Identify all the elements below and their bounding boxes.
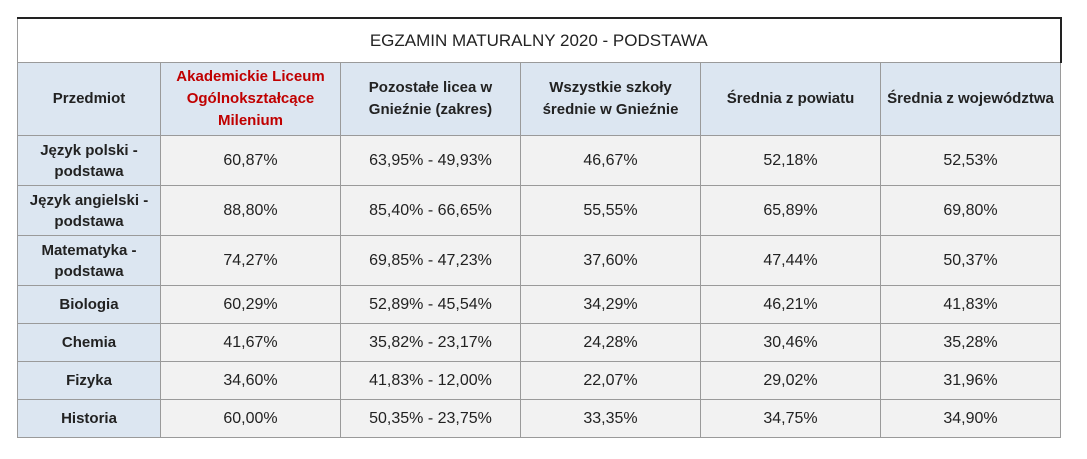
subject-cell: Język polski - podstawa — [17, 135, 161, 186]
value-cell: 55,55% — [520, 185, 701, 236]
value-cell: 22,07% — [520, 361, 701, 400]
value-cell: 85,40% - 66,65% — [340, 185, 521, 236]
value-cell: 34,29% — [520, 285, 701, 324]
header-cell: Przedmiot — [17, 62, 161, 136]
value-cell: 60,29% — [160, 285, 341, 324]
value-cell: 52,18% — [700, 135, 881, 186]
subject-cell: Język angielski - podstawa — [17, 185, 161, 236]
data-row: Język polski - podstawa 60,87% 63,95% - 49… — [17, 135, 1062, 186]
data-row: Historia 60,00% 50,35% - 23,75% 33,35% 34,75… — [17, 399, 1062, 438]
data-row: Biologia 60,29% 52,89% - 45,54% 34,29% 46,21… — [17, 285, 1062, 324]
data-row: Matematyka - podstawa 74,27% 69,85% - 47,2… — [17, 235, 1062, 286]
value-cell: 63,95% - 49,93% — [340, 135, 521, 186]
value-cell: 24,28% — [520, 323, 701, 362]
data-row: Fizyka 34,60% 41,83% - 12,00% 22,07% 29,02% 3… — [17, 361, 1062, 400]
value-cell: 34,60% — [160, 361, 341, 400]
value-cell: 30,46% — [700, 323, 881, 362]
subject-cell: Fizyka — [17, 361, 161, 400]
value-cell: 41,67% — [160, 323, 341, 362]
value-cell: 34,75% — [700, 399, 881, 438]
value-cell: 52,53% — [879, 135, 1062, 186]
value-cell: 35,82% - 23,17% — [340, 323, 521, 362]
header-row: Przedmiot Akademickie Liceum Ogólnokształ… — [17, 62, 1062, 136]
header-cell: Średnia z powiatu — [700, 62, 881, 136]
value-cell: 74,27% — [160, 235, 341, 286]
value-cell: 46,21% — [700, 285, 881, 324]
value-cell: 50,35% - 23,75% — [340, 399, 521, 438]
value-cell: 33,35% — [520, 399, 701, 438]
data-row: Język angielski - podstawa 88,80% 85,40% -… — [17, 185, 1062, 236]
value-cell: 69,80% — [879, 185, 1062, 236]
value-cell: 65,89% — [700, 185, 881, 236]
value-cell: 41,83% — [879, 285, 1062, 324]
subject-cell: Matematyka - podstawa — [17, 235, 161, 286]
table-body: EGZAMIN MATURALNY 2020 - PODSTAWA Przedm… — [16, 17, 1062, 438]
value-cell: 88,80% — [160, 185, 341, 236]
header-cell: Średnia z województwa — [879, 62, 1062, 136]
value-cell: 60,87% — [160, 135, 341, 186]
value-cell: 69,85% - 47,23% — [340, 235, 521, 286]
header-cell: Akademickie Liceum Ogólnokształcące Mile… — [160, 62, 341, 136]
results-table: EGZAMIN MATURALNY 2020 - PODSTAWA Przedm… — [16, 17, 1062, 438]
table-title: EGZAMIN MATURALNY 2020 - PODSTAWA — [16, 17, 1062, 63]
data-row: Chemia 41,67% 35,82% - 23,17% 24,28% 30,46% 3… — [17, 323, 1062, 362]
title-row: EGZAMIN MATURALNY 2020 - PODSTAWA — [16, 17, 1062, 63]
value-cell: 37,60% — [520, 235, 701, 286]
header-cell: Wszystkie szkoły średnie w Gnieźnie — [520, 62, 701, 136]
header-cell: Pozostałe licea w Gnieźnie (zakres) — [340, 62, 521, 136]
value-cell: 29,02% — [700, 361, 881, 400]
value-cell: 50,37% — [879, 235, 1062, 286]
subject-cell: Chemia — [17, 323, 161, 362]
value-cell: 52,89% - 45,54% — [340, 285, 521, 324]
value-cell: 60,00% — [160, 399, 341, 438]
value-cell: 47,44% — [700, 235, 881, 286]
subject-cell: Biologia — [17, 285, 161, 324]
value-cell: 46,67% — [520, 135, 701, 186]
subject-cell: Historia — [17, 399, 161, 438]
value-cell: 31,96% — [879, 361, 1062, 400]
value-cell: 34,90% — [879, 399, 1062, 438]
value-cell: 35,28% — [879, 323, 1062, 362]
value-cell: 41,83% - 12,00% — [340, 361, 521, 400]
